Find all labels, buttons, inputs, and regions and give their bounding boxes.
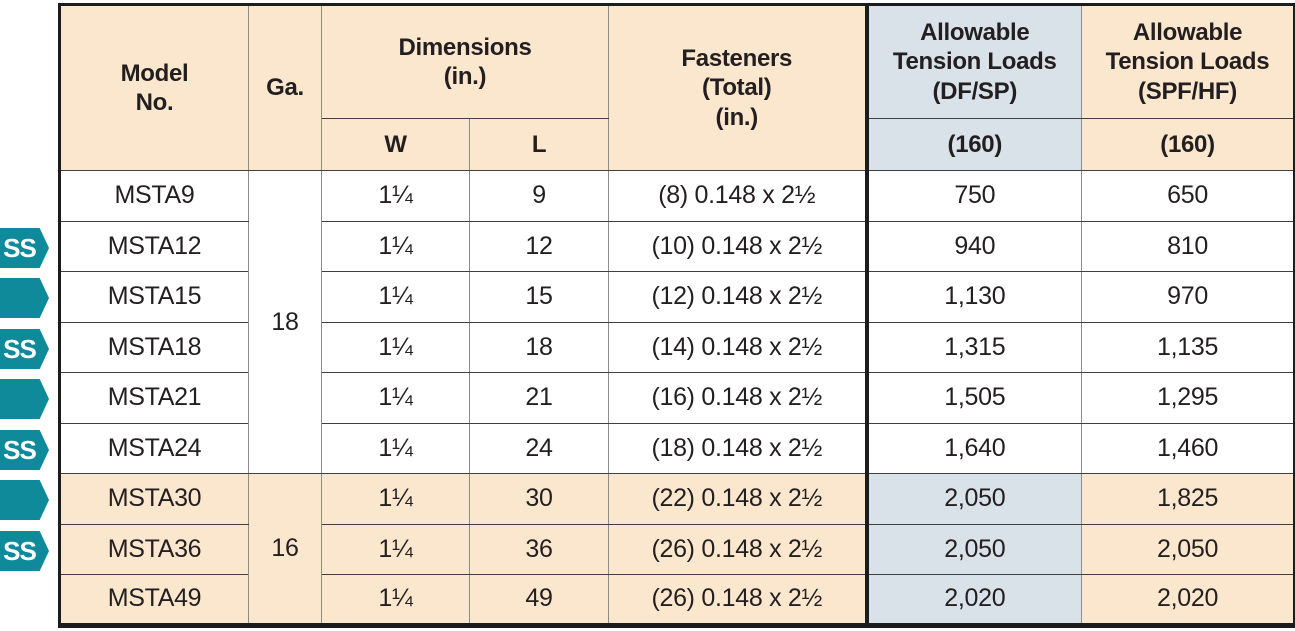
width-cell: 1¼ [321,422,470,474]
model-cell: MSTA15 [59,271,249,323]
load-dfsp-cell: 2,020 [864,574,1083,626]
width-cell: 1¼ [321,473,470,525]
table-body: MSTA9 18 1¼ 9 (8) 0.148 x 2½ 750 650 MST… [59,170,1295,626]
model-cell: MSTA21 [59,372,249,424]
length-cell: 12 [468,220,610,272]
load-spfhf-cell: 1,460 [1081,422,1295,474]
header-width: W [321,118,470,171]
arrow-marker-icon [0,278,49,318]
header-tension-loads-dfsp: Allowable Tension Loads (DF/SP) [864,4,1083,119]
length-cell: 18 [468,321,610,373]
load-dfsp-cell: 1,640 [864,422,1083,474]
load-dfsp-cell: 1,315 [864,321,1083,373]
table-row: MSTA15 1¼ 15 (12) 0.148 x 2½ 1,130 970 [59,271,1295,323]
header-length: L [468,118,610,171]
product-spec-table: Model No. Ga. Dimensions (in.) Fasteners… [58,3,1295,628]
load-spfhf-cell: 1,135 [1081,321,1295,373]
length-cell: 36 [468,523,610,575]
width-cell: 1¼ [321,271,470,323]
table-header: Model No. Ga. Dimensions (in.) Fasteners… [59,4,1295,171]
gauge-group-cell: 16 [248,473,322,626]
load-spfhf-cell: 650 [1081,170,1295,222]
header-load-rating-spfhf: (160) [1081,118,1295,171]
arrow-marker-icon [0,480,49,520]
length-cell: 21 [468,372,610,424]
load-dfsp-cell: 2,050 [864,473,1083,525]
model-cell: MSTA24 [59,422,249,474]
length-cell: 24 [468,422,610,474]
width-cell: 1¼ [321,321,470,373]
table-row: MSTA36 1¼ 36 (26) 0.148 x 2½ 2,050 2,050 [59,523,1295,575]
fasteners-cell: (22) 0.148 x 2½ [608,473,868,525]
width-cell: 1¼ [321,220,470,272]
width-cell: 1¼ [321,574,470,626]
load-spfhf-cell: 810 [1081,220,1295,272]
fasteners-cell: (26) 0.148 x 2½ [608,523,868,575]
load-dfsp-cell: 1,505 [864,372,1083,424]
load-dfsp-cell: 940 [864,220,1083,272]
stainless-steel-badge-icon: SS [0,329,49,369]
header-tension-loads-spfhf: Allowable Tension Loads (SPF/HF) [1081,4,1295,119]
header-model-no: Model No. [59,4,249,171]
load-spfhf-cell: 970 [1081,271,1295,323]
width-cell: 1¼ [321,170,470,222]
model-cell: MSTA30 [59,473,249,525]
model-cell: MSTA49 [59,574,249,626]
table-row: MSTA9 18 1¼ 9 (8) 0.148 x 2½ 750 650 [59,170,1295,474]
fasteners-cell: (8) 0.148 x 2½ [608,170,868,222]
header-fasteners: Fasteners (Total) (in.) [608,4,868,171]
load-spfhf-cell: 1,295 [1081,372,1295,424]
stainless-steel-badge-icon: SS [0,228,49,268]
model-cell: MSTA18 [59,321,249,373]
load-spfhf-cell: 2,050 [1081,523,1295,575]
header-dimensions: Dimensions (in.) [320,4,610,119]
load-dfsp-cell: 1,130 [864,271,1083,323]
table-row: MSTA21 1¼ 21 (16) 0.148 x 2½ 1,505 1,295 [59,372,1295,424]
load-spfhf-cell: 2,020 [1081,574,1295,626]
table-row: MSTA18 1¼ 18 (14) 0.148 x 2½ 1,315 1,135 [59,321,1295,373]
load-spfhf-cell: 1,825 [1081,473,1295,525]
model-cell: MSTA9 [59,170,249,222]
fasteners-cell: (10) 0.148 x 2½ [608,220,868,272]
fasteners-cell: (12) 0.148 x 2½ [608,271,868,323]
stainless-steel-badge-icon: SS [0,531,49,571]
length-cell: 30 [468,473,610,525]
table-row: MSTA30 16 1¼ 30 (22) 0.148 x 2½ 2,050 1,… [59,473,1295,626]
fasteners-cell: (14) 0.148 x 2½ [608,321,868,373]
load-dfsp-cell: 750 [864,170,1083,222]
arrow-marker-icon [0,379,49,419]
header-gauge: Ga. [248,4,322,171]
table-row: MSTA24 1¼ 24 (18) 0.148 x 2½ 1,640 1,460 [59,422,1295,474]
length-cell: 49 [468,574,610,626]
header-load-rating-dfsp: (160) [864,118,1083,171]
stainless-steel-badge-icon: SS [0,430,49,470]
model-cell: MSTA36 [59,523,249,575]
gauge-group-cell: 18 [248,170,322,474]
table-row: MSTA49 1¼ 49 (26) 0.148 x 2½ 2,020 2,020 [59,574,1295,626]
length-cell: 9 [468,170,610,222]
width-cell: 1¼ [321,372,470,424]
width-cell: 1¼ [321,523,470,575]
length-cell: 15 [468,271,610,323]
fasteners-cell: (18) 0.148 x 2½ [608,422,868,474]
fasteners-cell: (26) 0.148 x 2½ [608,574,868,626]
load-dfsp-cell: 2,050 [864,523,1083,575]
model-cell: MSTA12 [59,220,249,272]
fasteners-cell: (16) 0.148 x 2½ [608,372,868,424]
table-row: MSTA12 1¼ 12 (10) 0.148 x 2½ 940 810 [59,220,1295,272]
